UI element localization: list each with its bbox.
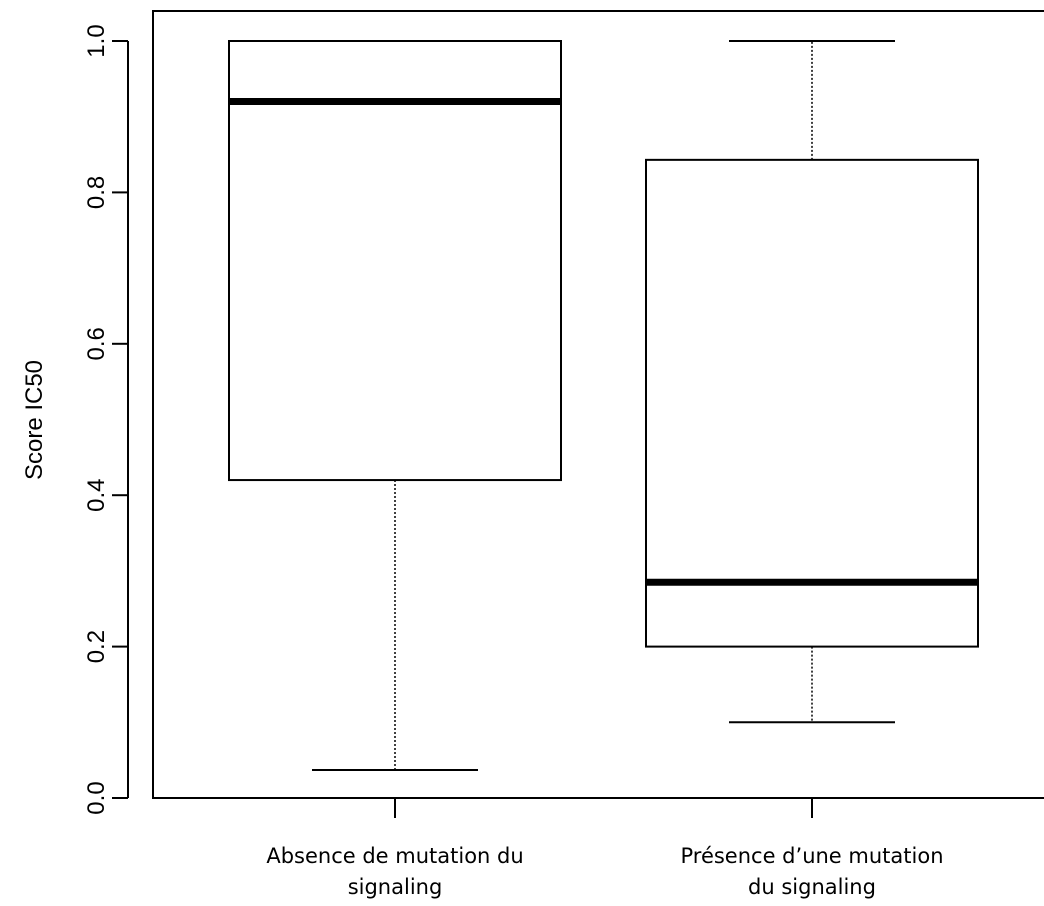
y-tick-label: 0.8 bbox=[83, 176, 110, 209]
box-group bbox=[645, 40, 979, 724]
boxes-layer bbox=[228, 40, 979, 771]
y-tick-label: 0.0 bbox=[83, 781, 110, 814]
x-category-label: signaling bbox=[348, 875, 443, 899]
box-iqr bbox=[228, 40, 562, 482]
y-tick-label: 0.2 bbox=[83, 630, 110, 663]
x-category-label: du signaling bbox=[748, 875, 876, 899]
y-tick-label: 0.4 bbox=[83, 479, 110, 512]
x-category-label: Absence de mutation du bbox=[266, 844, 523, 868]
y-axis: 0.0 0.2 0.4 0.6 0.8 1.0 bbox=[83, 24, 129, 815]
box-group bbox=[228, 40, 562, 771]
box-iqr bbox=[645, 158, 979, 648]
x-category-label: Présence d’une mutation bbox=[680, 844, 943, 868]
plot-frame bbox=[152, 10, 1044, 799]
y-tick-label: 1.0 bbox=[83, 24, 110, 57]
x-axis: Absence de mutation du signaling Présence … bbox=[266, 798, 944, 899]
y-tick-label: 0.6 bbox=[83, 327, 110, 360]
y-axis-label: Score IC50 bbox=[21, 360, 48, 480]
